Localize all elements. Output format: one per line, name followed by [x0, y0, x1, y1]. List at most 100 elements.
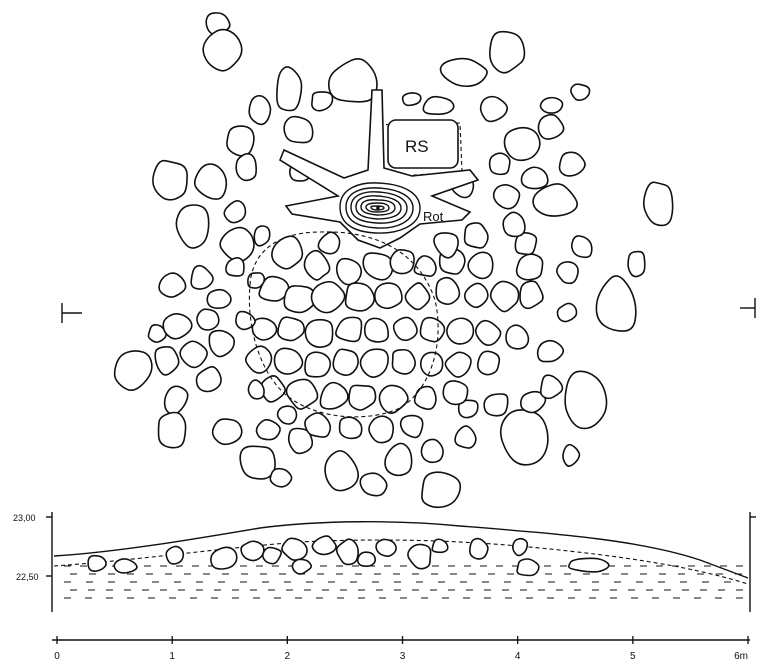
stone	[404, 282, 431, 311]
stone	[258, 275, 290, 302]
stone	[492, 184, 521, 210]
stone	[211, 418, 243, 446]
stone	[419, 351, 444, 377]
stone	[348, 384, 377, 411]
elevation-upper: 23,00	[13, 513, 36, 523]
stone	[439, 57, 488, 88]
stone	[147, 324, 167, 343]
section-stone	[113, 558, 138, 574]
stone	[324, 450, 360, 492]
stone	[304, 318, 334, 348]
stone	[399, 414, 424, 439]
stone	[253, 225, 271, 247]
plan-view: RS Rot	[61, 12, 756, 509]
stone	[335, 257, 362, 286]
stone-field	[113, 12, 674, 509]
stone	[499, 409, 549, 466]
section-stone	[87, 554, 107, 572]
stone	[420, 438, 444, 464]
stone	[570, 235, 593, 259]
stone	[391, 348, 416, 375]
stone	[247, 379, 265, 400]
stone	[247, 272, 266, 289]
stone	[502, 211, 526, 238]
stone	[564, 370, 608, 430]
stone	[283, 285, 317, 314]
mound-fill-boundary	[53, 539, 749, 585]
stone	[235, 310, 256, 331]
rot-label: Rot	[423, 209, 444, 224]
stone	[175, 204, 210, 249]
stone	[311, 91, 334, 112]
section-stone	[240, 540, 265, 562]
stone	[489, 280, 520, 313]
stone	[421, 471, 462, 509]
scale-tick-label: 2	[285, 651, 291, 662]
stone	[539, 96, 564, 114]
stone	[519, 280, 544, 310]
stone	[359, 348, 389, 378]
section-profile: 23,00 22,50	[13, 512, 756, 612]
stone	[195, 365, 222, 393]
stone	[483, 393, 509, 417]
stone	[419, 316, 446, 343]
stone	[190, 264, 214, 290]
pit-dashed-outline	[248, 231, 439, 418]
stone	[219, 226, 255, 263]
stone	[163, 385, 189, 416]
stone	[401, 92, 422, 107]
section-stone	[431, 538, 449, 554]
stone	[338, 416, 363, 440]
stone	[362, 252, 394, 281]
stone	[208, 329, 236, 358]
stone	[235, 152, 257, 182]
stone	[435, 276, 461, 305]
stone	[276, 405, 298, 425]
stone	[179, 340, 208, 369]
stone	[271, 235, 304, 270]
section-stone	[516, 558, 540, 577]
stone	[193, 163, 228, 200]
stone	[457, 399, 479, 419]
stone	[413, 255, 437, 277]
stone	[514, 232, 538, 256]
stone	[225, 257, 245, 277]
stone	[519, 390, 547, 414]
stone	[392, 316, 418, 342]
section-stone	[335, 538, 359, 566]
stone	[444, 351, 472, 378]
stone	[595, 275, 637, 332]
stone	[463, 222, 489, 249]
scale-bar: 0 1 2 3 4 5 6m	[52, 636, 750, 662]
stone	[113, 350, 153, 392]
stone	[463, 282, 489, 309]
stone	[505, 324, 530, 350]
stone	[276, 66, 303, 112]
stone	[223, 200, 247, 224]
pit-contours	[339, 182, 421, 234]
stone	[332, 348, 359, 377]
scale-tick-label: 3	[400, 651, 406, 662]
stone	[359, 472, 388, 497]
section-stones	[87, 535, 610, 577]
section-stone	[261, 546, 283, 565]
section-stone	[210, 546, 238, 570]
stone	[515, 253, 544, 281]
stone	[570, 83, 591, 101]
section-stone	[291, 558, 313, 575]
stone	[536, 339, 565, 363]
stone	[251, 317, 278, 341]
section-stone	[407, 543, 432, 570]
stone	[556, 302, 578, 323]
section-stone	[356, 551, 377, 567]
section-dashes	[64, 565, 743, 599]
stone	[503, 126, 541, 162]
stone	[433, 232, 459, 259]
stone	[384, 442, 413, 477]
stone	[152, 159, 188, 201]
stone	[454, 425, 477, 449]
rs-label: RS	[405, 137, 429, 156]
stone	[479, 95, 509, 123]
stone	[317, 231, 341, 255]
